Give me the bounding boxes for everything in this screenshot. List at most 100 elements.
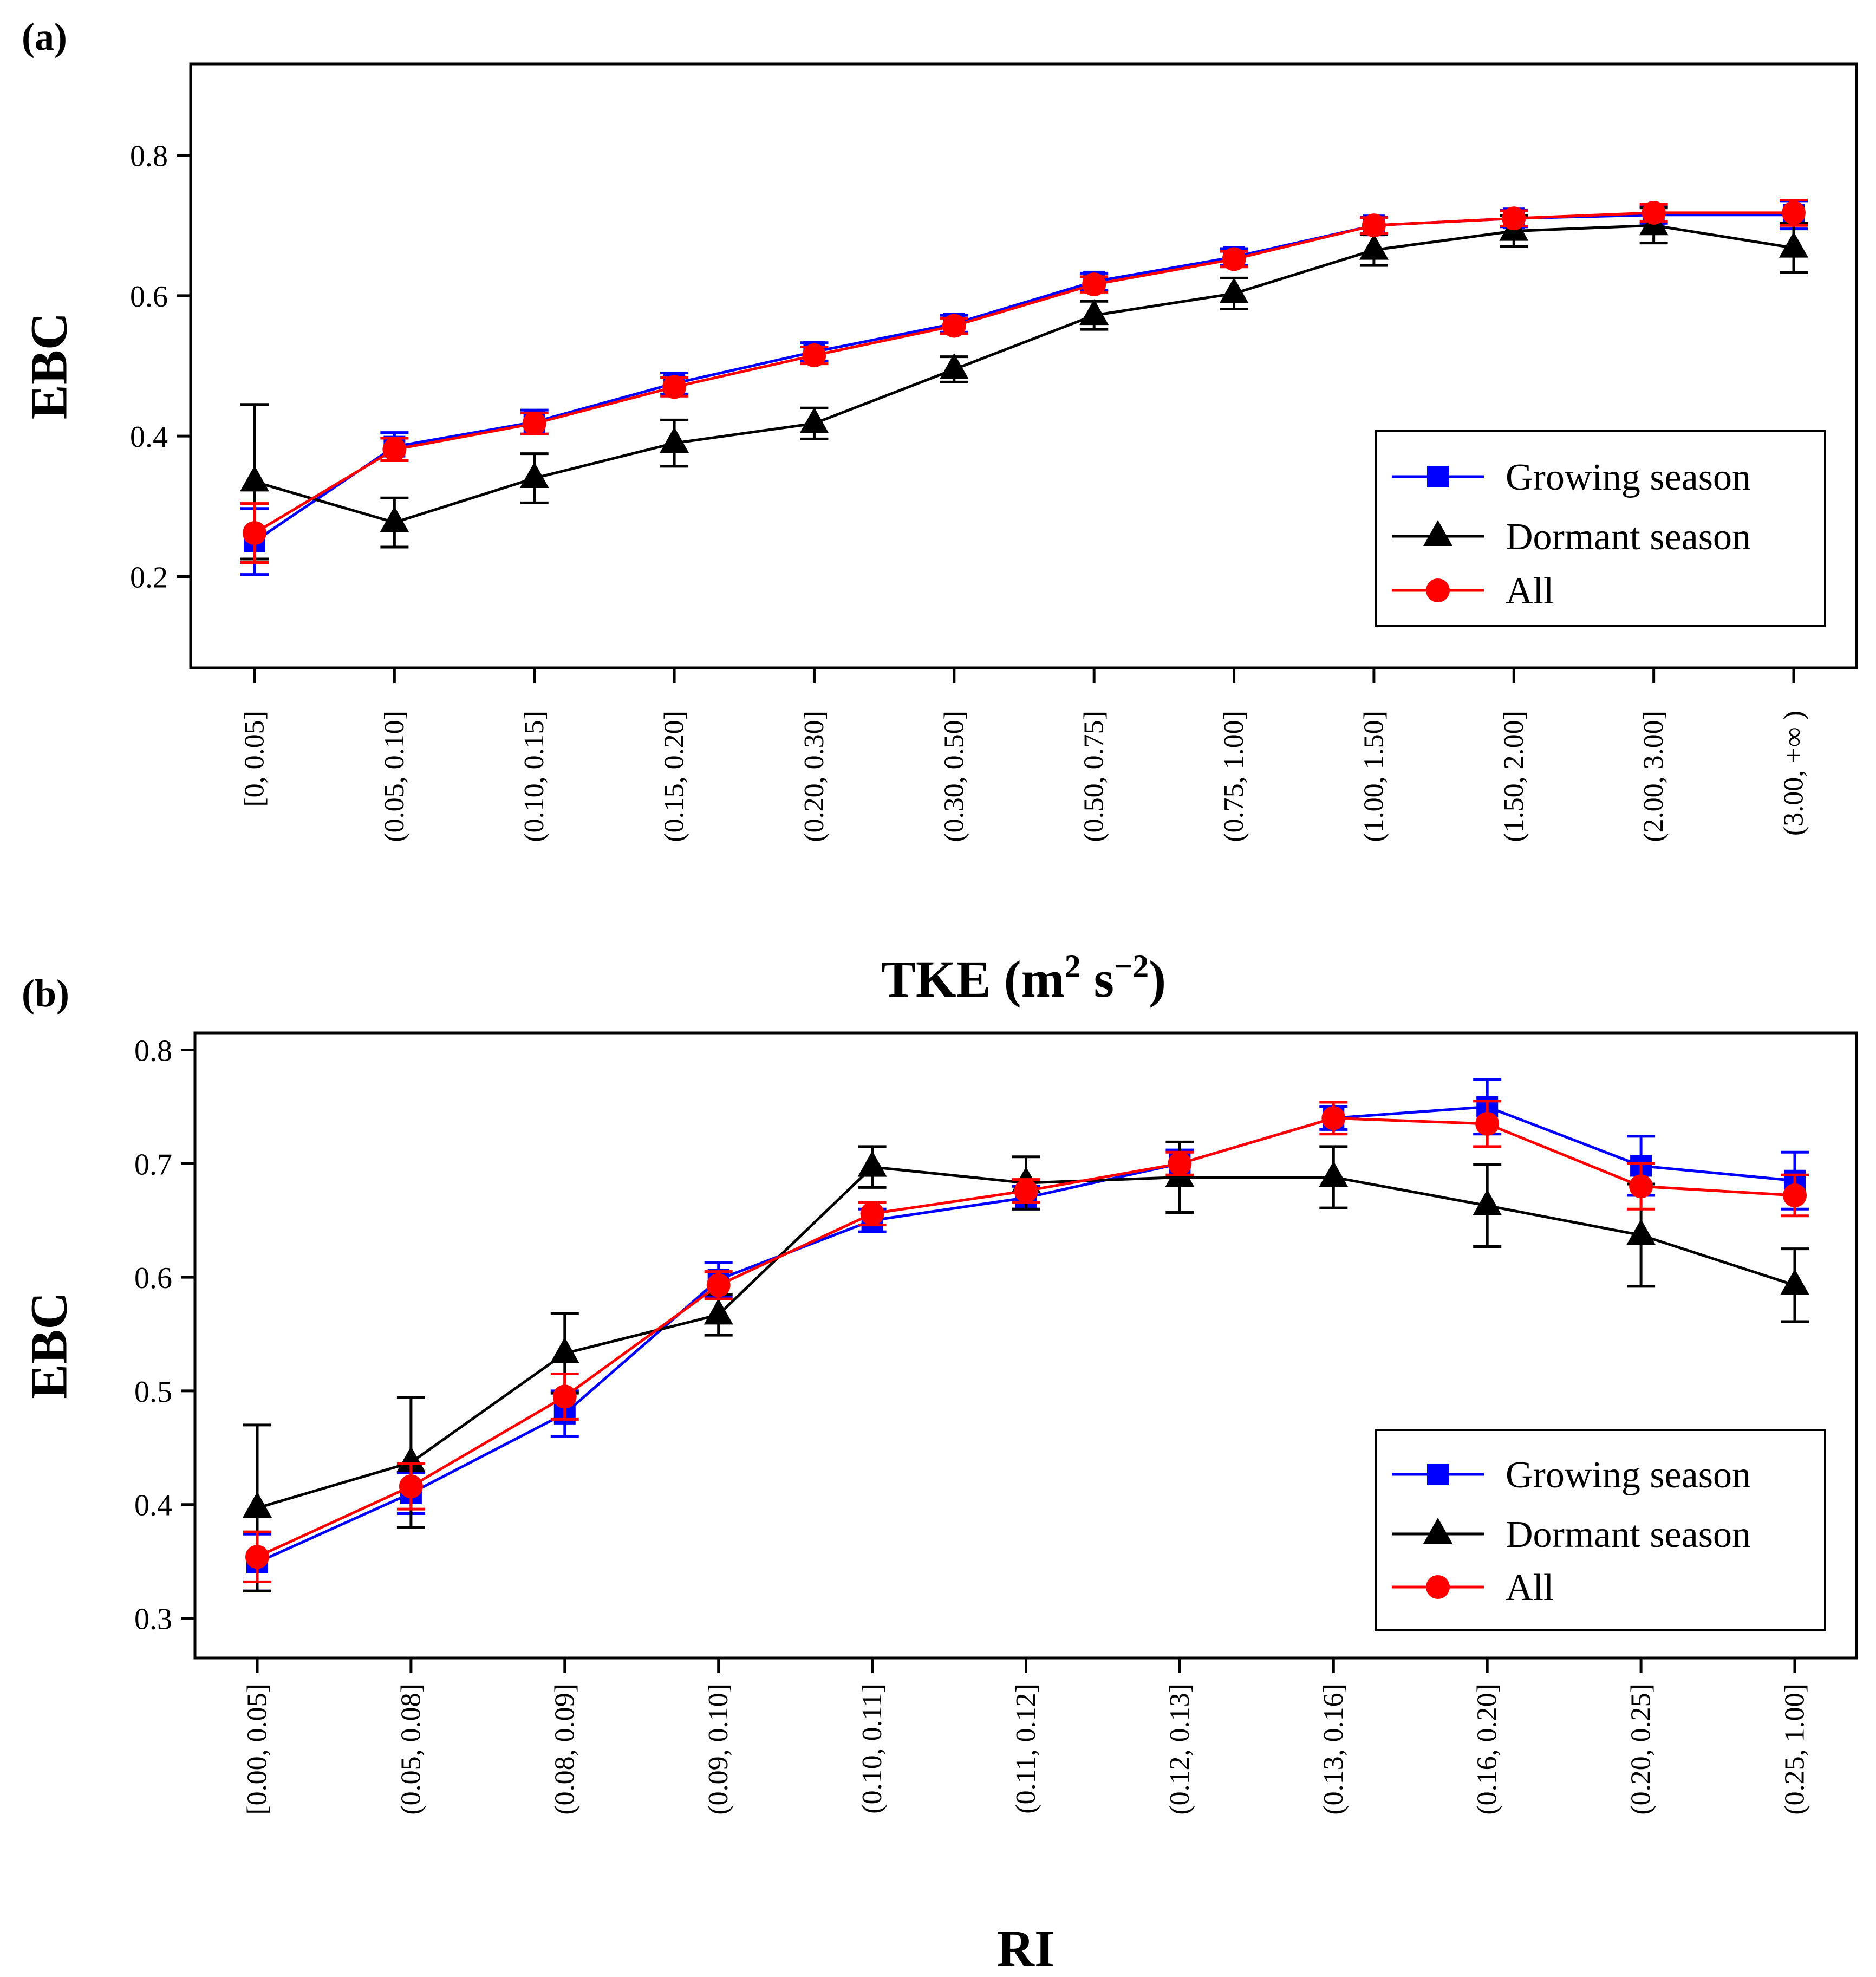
- x-category-label: (0.50, 0.75]: [1079, 711, 1110, 842]
- data-point: [1359, 233, 1389, 260]
- data-point: [704, 1298, 733, 1325]
- legend-marker: [1426, 578, 1450, 602]
- x-axis-title: TKE (m2 s−2): [881, 948, 1166, 1008]
- x-category-label: (0.75, 1.00]: [1219, 711, 1249, 842]
- y-tick-label: 0.5: [134, 1375, 172, 1409]
- data-point: [1362, 213, 1386, 238]
- y-axis-title: EBC: [20, 313, 78, 419]
- y-tick-label: 0.7: [134, 1148, 172, 1181]
- y-tick-label: 0.2: [130, 561, 168, 594]
- legend-item: All: [1392, 1567, 1554, 1609]
- y-tick-label: 0.4: [130, 420, 168, 454]
- x-axis-title-part: TKE (m: [881, 950, 1065, 1008]
- data-point: [662, 375, 687, 399]
- data-point: [1082, 272, 1106, 297]
- data-point: [522, 411, 546, 435]
- series-line: [254, 224, 1794, 524]
- data-point: [1319, 1161, 1349, 1187]
- x-axis-title: RI: [997, 1920, 1055, 1977]
- data-point: [399, 1474, 423, 1499]
- legend-label: Dormant season: [1506, 1514, 1751, 1556]
- legend: Growing season Dormant season All: [1375, 430, 1826, 627]
- panel-label: (b): [22, 972, 69, 1015]
- data-point: [240, 465, 269, 492]
- series-all: [240, 199, 1808, 564]
- legend: Growing season Dormant season All: [1375, 1429, 1826, 1631]
- x-category-label: (0.20, 0.30]: [799, 711, 830, 842]
- data-point: [799, 407, 829, 433]
- legend-marker: [1427, 466, 1449, 487]
- series-line: [253, 211, 1794, 535]
- data-point: [802, 343, 826, 368]
- x-category-label: (0.05, 0.10]: [379, 711, 410, 842]
- data-point: [1780, 1269, 1809, 1295]
- legend-label: Dormant season: [1506, 516, 1751, 558]
- y-tick-label: 0.6: [134, 1261, 172, 1295]
- x-category-label: [0.00, 0.05]: [242, 1683, 273, 1815]
- legend-marker: [1423, 1518, 1452, 1544]
- x-axis-title-part: s: [1081, 950, 1114, 1008]
- data-point: [1475, 1111, 1500, 1136]
- data-point: [1642, 200, 1666, 225]
- x-category-label: (0.30, 0.50]: [939, 711, 969, 842]
- y-tick-label: 0.8: [130, 140, 168, 173]
- panel-a: (a) 0.2 0.4 0.6 0.8 EBC [0, 0.05] (0.05, 0.10] (…: [20, 15, 1858, 1008]
- panel-label: (a): [22, 15, 67, 58]
- x-category-label: (0.12, 0.13]: [1164, 1683, 1195, 1815]
- plot-frame: [189, 62, 1858, 669]
- data-point: [382, 437, 407, 461]
- data-point: [519, 461, 549, 488]
- series-all: [243, 1100, 1809, 1583]
- data-point: [706, 1273, 731, 1297]
- legend-item: All: [1392, 570, 1554, 612]
- data-point: [1779, 231, 1808, 258]
- data-point: [1502, 206, 1526, 231]
- x-category-label: (0.13, 0.16]: [1318, 1683, 1349, 1815]
- data-point: [550, 1337, 579, 1363]
- x-category-label: (1.50, 2.00]: [1499, 711, 1529, 842]
- data-point: [1222, 247, 1246, 271]
- x-category-label: (0.20, 0.25]: [1626, 1683, 1657, 1815]
- y-tick-label: 0.6: [130, 280, 168, 314]
- data-point: [1014, 1179, 1038, 1203]
- data-point: [243, 521, 266, 545]
- data-point: [380, 506, 409, 532]
- data-point: [1321, 1106, 1346, 1130]
- x-category-label: (0.10, 0.11]: [857, 1683, 888, 1814]
- data-point: [243, 1492, 272, 1518]
- x-axis-title-superscript: −2: [1114, 948, 1149, 984]
- panel-b: (b) 0.3 0.4 0.5 0.6 0.7 0.8 EBC [0.00, 0.05] (0.0…: [20, 972, 1858, 1977]
- x-category-label: (1.00, 1.50]: [1358, 711, 1389, 842]
- legend-item: Growing season: [1392, 1454, 1751, 1496]
- data-point: [245, 1545, 269, 1569]
- legend-label: All: [1506, 570, 1554, 612]
- legend-label: Growing season: [1506, 1454, 1751, 1496]
- x-category-label: (0.15, 0.20]: [659, 711, 690, 842]
- x-category-label: (0.10, 0.15]: [519, 711, 550, 842]
- legend-label: Growing season: [1506, 457, 1751, 498]
- data-point: [939, 353, 969, 379]
- x-category-label: (2.00, 3.00]: [1638, 711, 1669, 842]
- y-tick-label: 0.4: [134, 1489, 172, 1523]
- x-category-label: (0.09, 0.10]: [703, 1683, 734, 1815]
- data-point: [552, 1384, 577, 1409]
- data-point: [660, 427, 689, 453]
- legend-marker: [1426, 1575, 1450, 1599]
- x-axis-title-part: ): [1149, 950, 1166, 1008]
- data-point: [1219, 277, 1249, 303]
- legend-marker: [1427, 1464, 1449, 1485]
- legend-marker: [1423, 520, 1452, 546]
- legend-item: Dormant season: [1392, 516, 1751, 558]
- x-category-label: [0, 0.05]: [239, 711, 270, 807]
- series-dormant-season: [240, 206, 1808, 561]
- x-category-label: (0.16, 0.20]: [1472, 1683, 1503, 1815]
- data-point: [1782, 200, 1806, 225]
- data-point: [396, 1446, 426, 1473]
- data-point: [1629, 1174, 1653, 1199]
- y-axis-title: EBC: [20, 1292, 78, 1399]
- x-category-label: (3.00, +∞ ): [1779, 711, 1809, 836]
- y-tick-label: 0.3: [134, 1603, 172, 1636]
- legend-label: All: [1506, 1567, 1554, 1609]
- x-category-label: (0.11, 0.12]: [1011, 1683, 1041, 1814]
